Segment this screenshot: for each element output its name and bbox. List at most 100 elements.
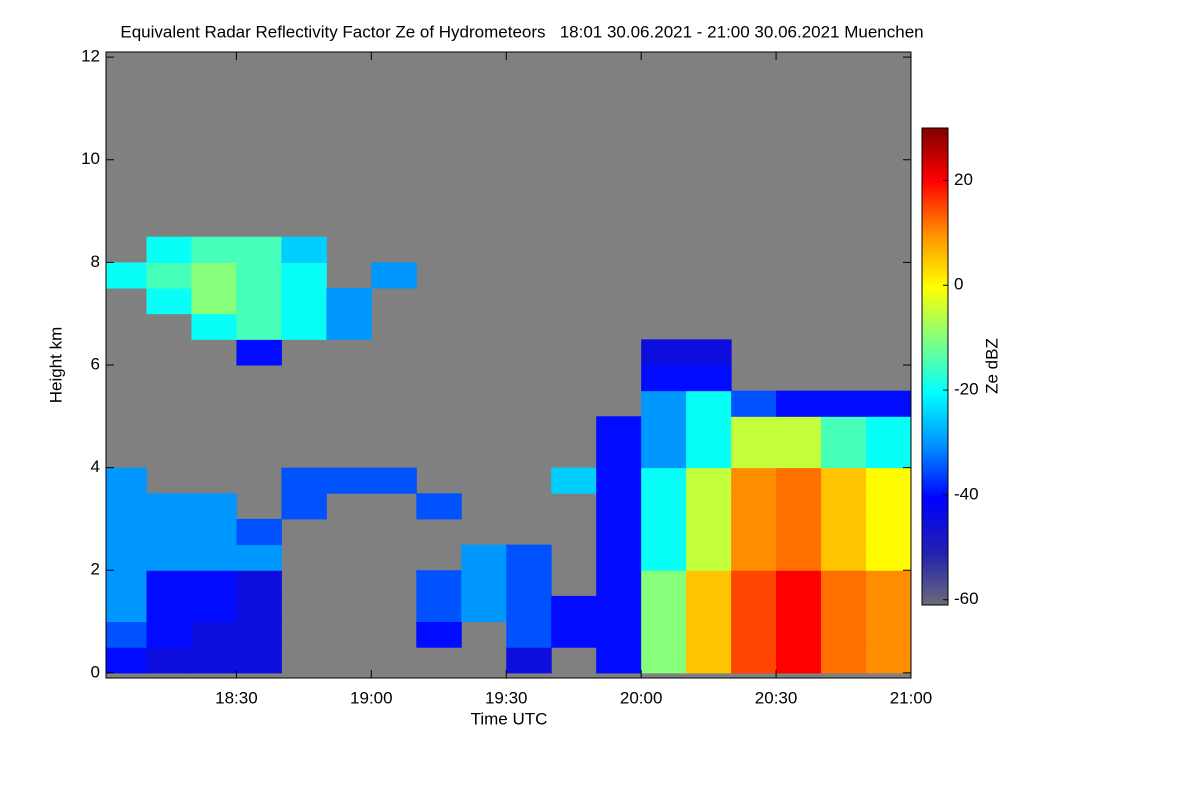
heatmap-cell xyxy=(641,544,687,571)
heatmap-cell xyxy=(236,621,282,648)
heatmap-cell xyxy=(641,339,687,366)
heatmap-cell xyxy=(776,647,822,674)
heatmap-cell xyxy=(776,544,822,571)
heatmap-cell xyxy=(596,441,642,469)
heatmap-cell xyxy=(236,595,282,623)
heatmap-cell xyxy=(866,595,912,623)
heatmap-cell xyxy=(776,390,822,417)
heatmap-cell xyxy=(686,621,732,648)
heatmap-cell xyxy=(776,467,822,494)
heatmap-cell xyxy=(821,493,867,520)
heatmap-cell xyxy=(821,416,867,443)
heatmap-cell xyxy=(731,467,777,494)
heatmap-cell xyxy=(641,365,687,392)
heatmap-cell xyxy=(731,570,777,597)
heatmap-cell xyxy=(821,647,867,674)
heatmap-cell xyxy=(641,647,687,674)
heatmap-cell xyxy=(191,288,237,315)
heatmap-cell xyxy=(776,621,822,648)
heatmap-cell xyxy=(281,493,327,520)
colorbar-label: Ze dBZ xyxy=(982,338,1001,394)
heatmap-cell xyxy=(106,544,147,571)
heatmap-cell xyxy=(461,544,507,571)
heatmap-cell xyxy=(596,647,642,674)
y-axis-label: Height km xyxy=(46,327,65,404)
heatmap-cell xyxy=(191,518,237,546)
heatmap-cell xyxy=(416,621,462,648)
heatmap-cell xyxy=(596,621,642,648)
heatmap-cell xyxy=(281,313,327,340)
heatmap-cell xyxy=(146,518,192,546)
heatmap-cell xyxy=(146,647,192,674)
heatmap-cell xyxy=(776,416,822,443)
heatmap-cell xyxy=(506,544,552,571)
heatmap-cell xyxy=(821,467,867,494)
heatmap-cell xyxy=(191,236,237,263)
y-tick-label: 6 xyxy=(91,354,100,373)
y-tick-label: 8 xyxy=(91,252,100,271)
heatmap-cell xyxy=(106,621,147,648)
heatmap-cell xyxy=(236,518,282,546)
heatmap-cell xyxy=(596,570,642,597)
heatmap-cell xyxy=(866,518,912,546)
heatmap-cell xyxy=(641,595,687,623)
heatmap-cell xyxy=(596,595,642,623)
heatmap-cell xyxy=(236,544,282,571)
heatmap-cell xyxy=(506,647,552,674)
heatmap-cell xyxy=(236,288,282,315)
heatmap-cell xyxy=(821,621,867,648)
heatmap-cell xyxy=(106,467,147,494)
heatmap-cell xyxy=(191,647,237,674)
heatmap-cell xyxy=(641,467,687,494)
heatmap-cell xyxy=(146,493,192,520)
heatmap-cell xyxy=(866,570,912,597)
heatmap-cell xyxy=(596,544,642,571)
heatmap-cell xyxy=(686,493,732,520)
heatmap-cell xyxy=(191,570,237,597)
x-axis-label: Time UTC xyxy=(471,709,548,728)
heatmap-cell xyxy=(281,262,327,289)
heatmap-cell xyxy=(326,313,372,340)
colorbar xyxy=(921,127,949,606)
heatmap-cell xyxy=(776,570,822,597)
heatmap-cell xyxy=(821,518,867,546)
heatmap-cell xyxy=(371,262,417,289)
heatmap-cell xyxy=(641,518,687,546)
x-tick-label: 19:00 xyxy=(350,688,393,707)
heatmap-cell xyxy=(686,544,732,571)
heatmap-cell xyxy=(281,236,327,263)
heatmap-cell xyxy=(191,544,237,571)
heatmap-cell xyxy=(641,416,687,443)
heatmap-cell xyxy=(106,262,147,289)
heatmap-cell xyxy=(686,570,732,597)
heatmap-cell xyxy=(641,441,687,469)
heatmap-cell xyxy=(146,288,192,315)
heatmap-cell xyxy=(596,493,642,520)
heatmap-cell xyxy=(106,647,147,674)
heatmap-cell xyxy=(866,467,912,494)
heatmap-cell xyxy=(461,595,507,623)
heatmap-cell xyxy=(686,339,732,366)
heatmap-cell xyxy=(596,518,642,546)
heatmap-cell xyxy=(821,544,867,571)
heatmap-cell xyxy=(551,621,597,648)
chart-title: Equivalent Radar Reflectivity Factor Ze … xyxy=(120,22,923,41)
heatmap-cell xyxy=(236,236,282,263)
heatmap-cell xyxy=(146,570,192,597)
heatmap-cell xyxy=(776,493,822,520)
y-tick-label: 0 xyxy=(91,662,100,681)
heatmap-cell xyxy=(776,441,822,469)
heatmap-cell xyxy=(281,288,327,315)
heatmap-cell xyxy=(236,570,282,597)
heatmap-cell xyxy=(596,416,642,443)
heatmap-cell xyxy=(866,416,912,443)
x-tick-label: 20:30 xyxy=(755,688,798,707)
heatmap-cell xyxy=(146,262,192,289)
heatmap-cell xyxy=(506,570,552,597)
colorbar-tick-label: 20 xyxy=(954,170,973,189)
heatmap-cell xyxy=(731,595,777,623)
heatmap-cell xyxy=(731,518,777,546)
heatmap-cell xyxy=(686,518,732,546)
heatmap-cell xyxy=(191,621,237,648)
heatmap-cell xyxy=(106,595,147,623)
